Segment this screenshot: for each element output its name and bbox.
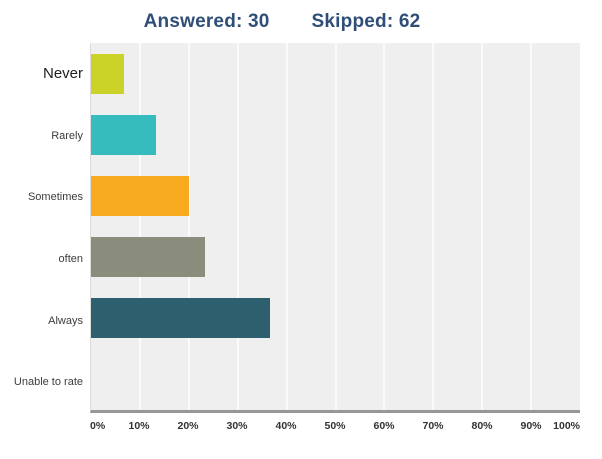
gridlines	[91, 43, 580, 410]
category-label-rarely: Rarely	[51, 129, 83, 142]
gridline	[481, 43, 484, 410]
x-tick-70pct: 70%	[422, 420, 444, 432]
bar-rows	[91, 43, 580, 410]
gridline	[236, 43, 239, 410]
category-label-unable-to-rate: Unable to rate	[13, 376, 83, 389]
category-label-always: Always	[48, 314, 83, 327]
answered-count: Answered: 30	[143, 11, 270, 32]
gridline	[334, 43, 337, 410]
category-label-sometimes: Sometimes	[27, 191, 83, 204]
bar-always[interactable]	[91, 298, 271, 339]
x-tick-60pct: 60%	[373, 420, 395, 432]
gridline	[187, 43, 190, 410]
x-tick-30pct: 30%	[226, 420, 248, 432]
skipped-count: Skipped: 62	[311, 11, 421, 32]
x-tick-100pct: 100%	[553, 420, 580, 432]
gridline	[138, 43, 141, 410]
category-label-often: often	[58, 252, 83, 265]
x-tick-10pct: 10%	[128, 420, 150, 432]
category-axis: Never Rarely Sometimes often Always Unable to…	[0, 43, 90, 413]
category-label-never: Never	[42, 65, 83, 83]
plot-area	[90, 43, 580, 413]
x-tick-40pct: 40%	[275, 420, 297, 432]
x-tick-20pct: 20%	[177, 420, 199, 432]
bar-often[interactable]	[91, 237, 206, 278]
x-tick-90pct: 90%	[520, 420, 542, 432]
bar-sometimes[interactable]	[91, 175, 189, 216]
bar-row-always	[91, 288, 580, 349]
gridline	[432, 43, 435, 410]
gridline	[285, 43, 288, 410]
bar-row-unable-to-rate	[91, 349, 580, 410]
bar-never[interactable]	[91, 53, 124, 94]
bar-row-never	[91, 43, 580, 104]
bar-row-often	[91, 227, 580, 288]
x-tick-50pct: 50%	[324, 420, 346, 432]
bar-row-rarely	[91, 104, 580, 165]
bar-row-sometimes	[91, 165, 580, 226]
x-tick-0pct: 0%	[90, 420, 106, 432]
gridline	[383, 43, 386, 410]
x-axis: 0% 10% 20% 30% 40% 50% 60% 70% 80% 90% 100%	[90, 420, 580, 436]
x-tick-80pct: 80%	[471, 420, 493, 432]
bar-rarely[interactable]	[91, 114, 157, 155]
chart-header: Answered: 30 Skipped: 62	[0, 11, 583, 33]
gridline	[530, 43, 533, 410]
